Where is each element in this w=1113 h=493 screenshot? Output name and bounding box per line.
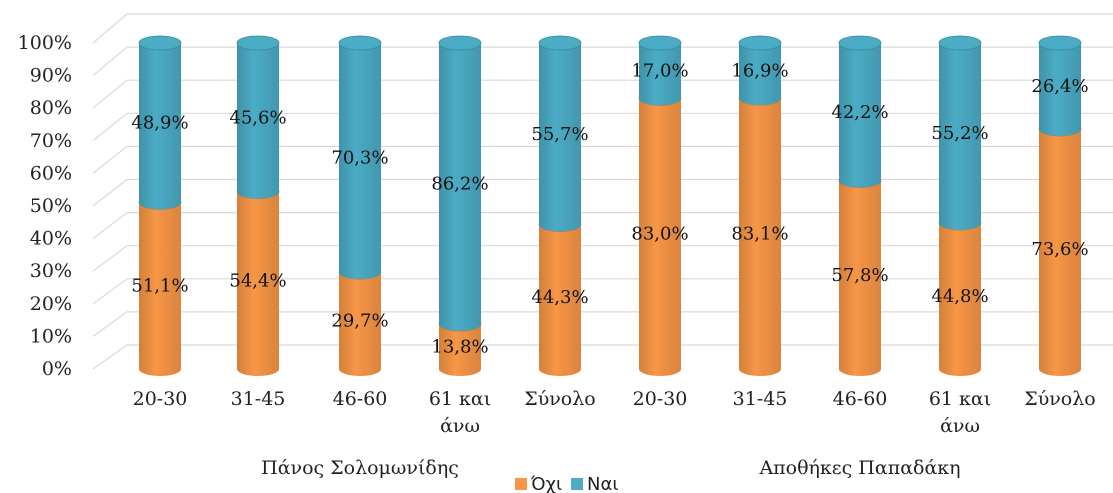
- y-tick-label: 10%: [30, 325, 72, 347]
- x-category-label: Σύνολο: [524, 388, 595, 410]
- gridline: [92, 245, 1113, 272]
- x-category-label: Σύνολο: [1024, 388, 1095, 410]
- data-label: 44,3%: [531, 287, 588, 308]
- bar-segment-nai: [338, 35, 382, 280]
- x-category-label: 61 και άνω: [429, 388, 491, 437]
- bar-segment-nai: [738, 35, 782, 106]
- gridline: [92, 311, 1113, 337]
- gridline: [92, 112, 1113, 142]
- y-tick-label: 100%: [18, 32, 72, 54]
- data-label: 45,6%: [229, 107, 286, 128]
- data-label: 29,7%: [331, 311, 388, 332]
- gridline: [92, 278, 1113, 305]
- x-category-label: 20-30: [133, 388, 188, 410]
- data-label: 57,8%: [831, 265, 888, 286]
- data-label: 70,3%: [331, 148, 388, 169]
- gridline: [92, 178, 1113, 207]
- data-label: 73,6%: [1031, 239, 1088, 260]
- data-label: 26,4%: [1031, 76, 1088, 97]
- y-tick-label: 40%: [30, 228, 72, 250]
- group-label: Πάνος Σολομωνίδης: [261, 457, 459, 479]
- legend: Όχι Ναι: [515, 474, 618, 493]
- x-category-label: 31-45: [231, 388, 286, 410]
- bar-segment-nai: [138, 35, 182, 210]
- gridline: [92, 145, 1113, 174]
- legend-swatch-nai: [571, 478, 583, 490]
- data-label: 42,2%: [831, 102, 888, 123]
- bar-segment-nai: [838, 35, 882, 188]
- data-labels: 51,1% 48,9% 54,4% 45,6% 29,7% 70,3% 13,8% 86,2%…: [131, 61, 1088, 358]
- bar-segment-nai: [938, 35, 982, 230]
- data-label: 17,0%: [631, 61, 688, 82]
- bar-segment-nai: [538, 35, 582, 232]
- y-tick-label: 70%: [30, 130, 72, 152]
- y-axis-ticks: 0% 10% 20% 30% 40% 50% 60% 70% 80% 90% 100%: [18, 32, 72, 380]
- gridline: [92, 46, 1113, 77]
- y-tick-label: 50%: [30, 195, 72, 217]
- x-category-label: 31-45: [733, 388, 788, 410]
- gridline: [92, 344, 1113, 370]
- y-tick-label: 80%: [30, 97, 72, 119]
- data-label: 55,7%: [531, 124, 588, 145]
- bar-segment-nai: [236, 35, 280, 199]
- y-tick-label: 0%: [42, 358, 72, 380]
- legend-label-ochi: Όχι: [530, 474, 562, 493]
- bars: [138, 35, 1082, 377]
- bar-segment-nai: [638, 35, 682, 106]
- y-tick-label: 60%: [30, 162, 72, 184]
- gridlines: [92, 13, 1113, 370]
- bar-segment-nai: [438, 35, 482, 332]
- x-category-label: 61 και άνω: [929, 388, 991, 437]
- x-category-label: 20-30: [633, 388, 688, 410]
- legend-swatch-ochi: [515, 478, 527, 490]
- gridline: [92, 79, 1113, 109]
- x-category-label: 46-60: [833, 388, 888, 410]
- data-label: 83,1%: [731, 224, 788, 245]
- data-label: 13,8%: [431, 337, 488, 358]
- data-label: 51,1%: [131, 276, 188, 297]
- x-category-label: 46-60: [333, 388, 388, 410]
- data-label: 16,9%: [731, 61, 788, 82]
- y-tick-label: 90%: [30, 65, 72, 87]
- legend-label-nai: Ναι: [587, 474, 618, 493]
- bar-segment-nai: [1038, 35, 1082, 137]
- y-tick-label: 30%: [30, 260, 72, 282]
- data-label: 55,2%: [931, 123, 988, 144]
- group-labels: Πάνος Σολομωνίδης Αποθήκες Παπαδάκη: [261, 457, 960, 479]
- y-tick-label: 20%: [30, 293, 72, 315]
- gridline: [92, 13, 1113, 44]
- gridline: [92, 212, 1113, 240]
- data-label: 86,2%: [431, 174, 488, 195]
- data-label: 48,9%: [131, 113, 188, 134]
- data-label: 83,0%: [631, 224, 688, 245]
- data-label: 44,8%: [931, 286, 988, 307]
- group-label: Αποθήκες Παπαδάκη: [758, 457, 960, 479]
- data-label: 54,4%: [229, 270, 286, 291]
- x-axis-categories: 20-30 31-45 46-60 61 και άνω Σύνολο 20-30 31-45…: [133, 388, 1096, 437]
